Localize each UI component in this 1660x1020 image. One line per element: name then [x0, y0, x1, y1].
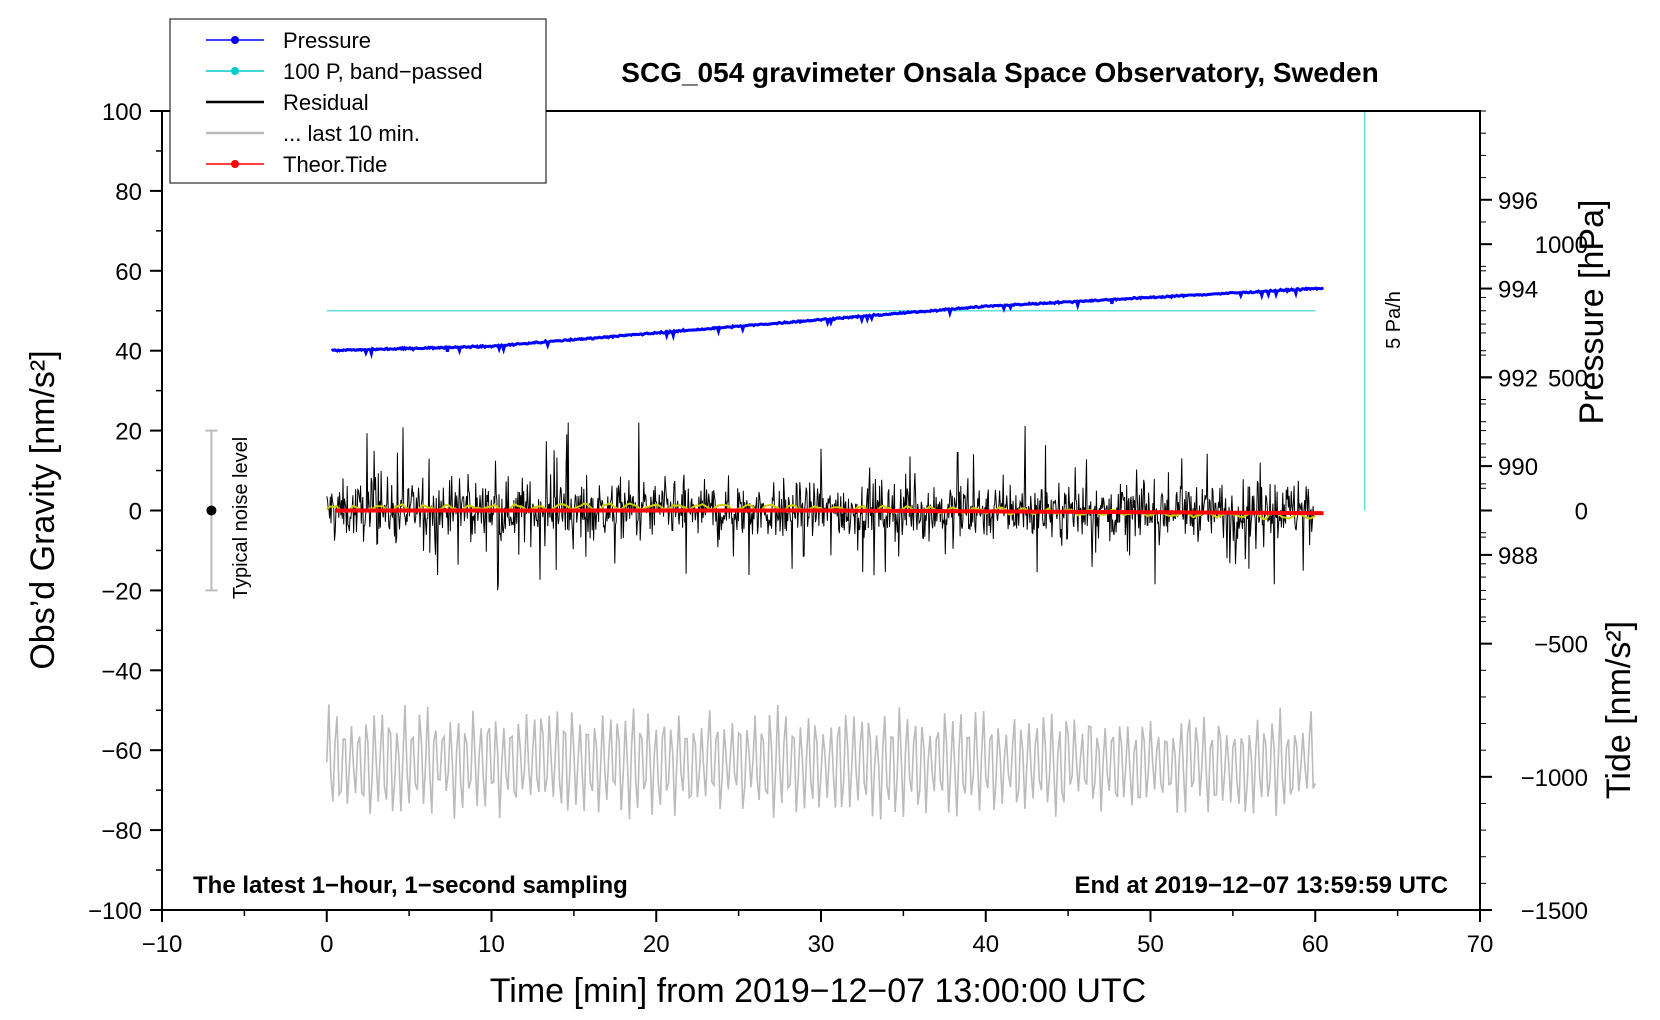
legend-entry: Pressure: [206, 28, 371, 53]
pressure-axis-label: Pressure [hPa]: [1573, 200, 1611, 425]
y-tick-label: −20: [101, 578, 142, 605]
legend-label: Pressure: [283, 28, 371, 53]
legend-entry: Theor.Tide: [206, 152, 387, 177]
legend-entry: 100 P, band−passed: [206, 59, 483, 84]
y-tick-label: −100: [88, 898, 142, 925]
y-axis-label: Obs’d Gravity [nm/s²]: [24, 350, 62, 669]
pressure-tick-label: 988: [1498, 543, 1538, 570]
chart-title: SCG_054 gravimeter Onsala Space Observat…: [621, 57, 1378, 88]
y-tick-label: 0: [129, 499, 142, 526]
pressure-tick-label: 996: [1498, 188, 1538, 215]
legend-marker: [231, 160, 239, 168]
x-tick-label: 30: [808, 931, 835, 958]
x-tick-label: 0: [320, 931, 333, 958]
y-tick-label: 20: [115, 419, 142, 446]
x-tick-label: 20: [643, 931, 670, 958]
x-tick-label: 70: [1467, 931, 1494, 958]
pressure-tick-label: 990: [1498, 454, 1538, 481]
tide-tick-label: −1000: [1521, 765, 1588, 792]
pressure-tick-label: 994: [1498, 277, 1538, 304]
tide-tick-label: −1500: [1521, 898, 1588, 925]
legend-label: 100 P, band−passed: [283, 59, 483, 84]
x-tick-label: 60: [1302, 931, 1329, 958]
pressure-tick-label: 992: [1498, 365, 1538, 392]
tide-axis-label: Tide [nm/s²]: [1600, 621, 1638, 799]
legend-entry: ... last 10 min.: [206, 121, 420, 146]
x-axis-label: Time [min] from 2019−12−07 13:00:00 UTC: [490, 972, 1146, 1010]
y-tick-label: −80: [101, 818, 142, 845]
series-theoretical-tide: [335, 508, 1324, 516]
legend-label: ... last 10 min.: [283, 121, 420, 146]
tide-tick-label: 0: [1575, 499, 1588, 526]
noise-level-label: Typical noise level: [230, 437, 252, 599]
legend-entry: Residual: [206, 90, 369, 115]
x-tick-label: 40: [972, 931, 999, 958]
y-tick-label: −40: [101, 658, 142, 685]
y-tick-label: 60: [115, 259, 142, 286]
data-traces: [205, 111, 1366, 820]
annotation-end-time: End at 2019−12−07 13:59:59 UTC: [1074, 872, 1448, 899]
series-pressure: [330, 286, 1324, 360]
annotation-sampling: The latest 1−hour, 1−second sampling: [193, 872, 628, 899]
y-tick-label: 40: [115, 339, 142, 366]
legend-marker: [231, 67, 239, 75]
y-tick-label: −60: [101, 738, 142, 765]
axes: −10 0 10 20 30 40 50 60 70100806040200−20−40−60−…: [88, 99, 1588, 958]
legend: Pressure 100 P, band−passed Residual ... la…: [169, 18, 547, 184]
series-last-10-min: [326, 704, 1317, 820]
y-tick-label: 80: [115, 179, 142, 206]
legend-label: Residual: [283, 90, 369, 115]
x-tick-label: 10: [478, 931, 505, 958]
y-tick-label: 100: [102, 99, 142, 126]
legend-marker: [231, 36, 239, 44]
x-tick-label: −10: [142, 931, 183, 958]
tide-tick-label: 500: [1548, 365, 1588, 392]
noise-bar-center: [206, 505, 217, 516]
series-residual: [326, 422, 1316, 591]
series-residual-smoothed: [326, 502, 1316, 521]
x-tick-label: 50: [1137, 931, 1164, 958]
legend-label: Theor.Tide: [283, 152, 387, 177]
rate-label: 5 Pa/h: [1383, 291, 1405, 349]
tide-tick-label: 1000: [1535, 232, 1588, 259]
tide-tick-label: −500: [1534, 632, 1588, 659]
